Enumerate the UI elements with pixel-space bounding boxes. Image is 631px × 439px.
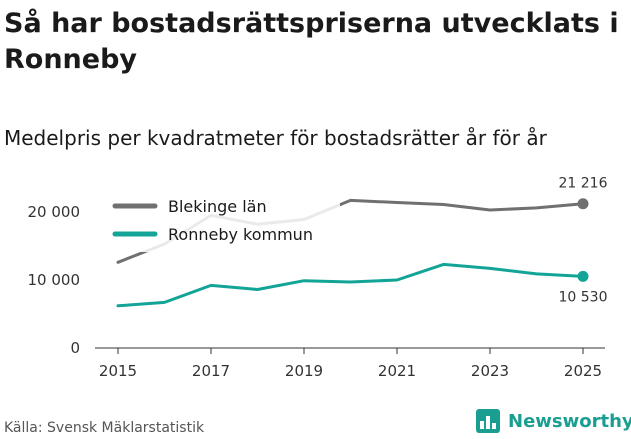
end-value-label-0: 21 216: [559, 176, 608, 192]
chart-title: Så har bostadsrättspriserna utvecklats i…: [4, 8, 619, 75]
legend-label-0: Blekinge län: [168, 197, 267, 216]
end-point-1: [577, 270, 589, 282]
brand-name: Newsworthy: [508, 410, 631, 432]
chart-subtitle: Medelpris per kvadratmeter för bostadsrä…: [4, 126, 547, 150]
end-point-0: [577, 198, 589, 210]
y-tick-label: 0: [70, 339, 80, 357]
brand-logo[interactable]: Newsworthy: [476, 409, 631, 433]
end-value-label-1: 10 530: [559, 289, 608, 305]
x-tick-label: 2023: [471, 362, 509, 380]
source-note: Källa: Svensk Mäklarstatistik: [4, 420, 205, 436]
x-tick-label: 2017: [192, 362, 230, 380]
y-tick-label: 20 000: [28, 203, 81, 221]
line-chart: 2015 2017 2019 2021 2023 2025 0 10 000 20 000 Ble…: [28, 176, 608, 380]
y-tick-label: 10 000: [28, 271, 81, 289]
series-line-1: [116, 262, 585, 308]
x-tick-label: 2015: [99, 362, 137, 380]
bar-chart-logo-icon: [476, 409, 500, 433]
x-tick-label: 2021: [378, 362, 416, 380]
x-tick-label: 2025: [564, 362, 602, 380]
legend-label-1: Ronneby kommun: [168, 225, 313, 244]
x-tick-label: 2019: [285, 362, 323, 380]
legend-background: [108, 192, 340, 252]
